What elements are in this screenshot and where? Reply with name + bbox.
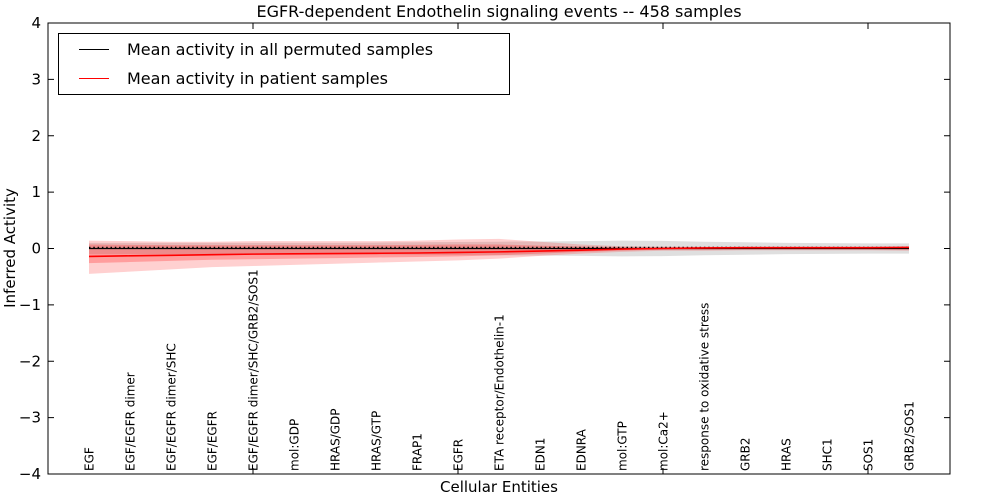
category-label: HRAS [780,438,794,471]
category-label: EDN1 [534,438,548,471]
legend: Mean activity in all permuted samples Me… [58,33,510,95]
category-label: GRB2/SOS1 [903,401,917,471]
category-label: mol:GDP [288,419,302,471]
y-tick-label: −3 [19,409,41,427]
red-line-swatch-icon [79,77,109,79]
category-label: ETA receptor/Endothelin-1 [493,314,507,471]
y-tick-label: 1 [31,183,41,201]
category-label: mol:Ca2+ [657,411,671,471]
category-label: SHC1 [821,438,835,471]
category-label: GRB2 [739,437,753,471]
legend-item-permuted: Mean activity in all permuted samples [59,37,509,63]
category-label: SOS1 [862,439,876,471]
legend-item-label: Mean activity in patient samples [127,68,388,88]
y-tick-label: 3 [31,70,41,88]
y-tick-label: 0 [31,240,41,258]
category-label: EGF/EGFR dimer [124,372,138,471]
category-label: EGF/EGFR dimer/SHC/GRB2/SOS1 [247,269,261,471]
y-tick-label: −2 [19,352,41,370]
y-tick-label: −4 [19,465,41,483]
category-label: EGF [83,447,97,471]
category-label: response to oxidative stress [698,303,712,471]
y-tick-label: 2 [31,127,41,145]
chart-title: EGFR-dependent Endothelin signaling even… [256,2,742,21]
y-tick-label: 4 [31,14,41,32]
category-label: EDNRA [575,428,589,471]
x-axis-label: Cellular Entities [440,478,558,496]
category-label: HRAS/GDP [329,408,343,471]
series-line-2 [88,246,910,258]
band-2 [89,244,909,264]
category-label: EGF/EGFR [206,411,220,471]
black-line-swatch-icon [79,49,109,51]
category-label: mol:GTP [616,421,630,471]
legend-item-label: Mean activity in all permuted samples [127,40,434,60]
category-label: EGF/EGFR dimer/SHC [165,343,179,471]
y-tick-label: −1 [19,296,41,314]
legend-item-patient: Mean activity in patient samples [59,65,509,91]
category-label: HRAS/GTP [370,411,384,471]
category-label: EGFR [452,439,466,471]
category-label: FRAP1 [411,433,425,471]
